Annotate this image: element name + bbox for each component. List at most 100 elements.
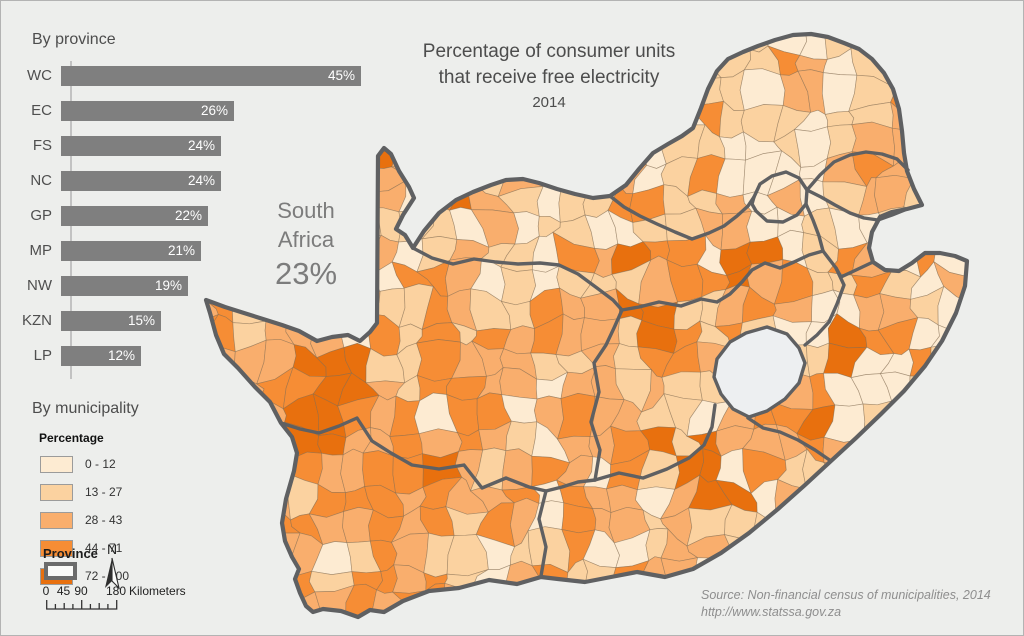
municipality-cell (931, 460, 963, 481)
municipality-cell (259, 557, 286, 599)
municipality-cell (231, 531, 266, 568)
municipality-cell (960, 369, 967, 405)
municipality-cell (1011, 156, 1024, 197)
municipality-cell (962, 297, 967, 331)
municipality-cell (988, 425, 1023, 461)
bar: 22% (61, 205, 208, 226)
province-boundary-swatch (44, 562, 77, 580)
legend-class-label: 72 - 100 (85, 569, 130, 583)
municipality-cell (206, 34, 214, 62)
map-title: Percentage of consumer units that receiv… (409, 39, 689, 111)
bar: 26% (61, 100, 234, 121)
municipality-cell (1016, 275, 1024, 296)
bar: 15% (61, 310, 161, 331)
national-summary-line2: Africa (277, 227, 335, 252)
municipality-cell (903, 206, 944, 242)
municipality-cell (932, 528, 966, 567)
province-border (805, 188, 909, 222)
municipality-cell (241, 619, 267, 636)
legend-class-label: 0 - 12 (85, 457, 116, 471)
bar-category-label: EC (31, 102, 52, 119)
municipality-cell (416, 612, 463, 617)
municipality-cell (990, 259, 1024, 300)
bar-category-label: KZN (22, 312, 52, 329)
province-border (537, 489, 548, 578)
municipality-cell (1012, 613, 1024, 636)
bar-value-label: 12% (107, 348, 135, 363)
municipality-cell (826, 535, 858, 568)
municipality-cell (642, 607, 674, 617)
municipality-cell (991, 44, 1023, 85)
map-title-year: 2014 (532, 94, 566, 111)
municipality-cell (212, 393, 246, 434)
municipality-cell (988, 400, 1024, 440)
province-border (805, 150, 910, 192)
municipality-cell (206, 378, 245, 398)
municipality-cell (998, 211, 1024, 250)
legend-class-swatch (40, 511, 73, 529)
municipality-cell (240, 391, 263, 434)
municipality-cell (824, 488, 859, 511)
municipality-cell (775, 503, 813, 542)
municipality-cell (990, 288, 1024, 328)
national-summary-line1: South (277, 198, 335, 223)
province-legend-label: Province (43, 546, 98, 561)
municipality-cell (206, 452, 220, 485)
municipality-cell (880, 454, 926, 492)
legend-class-row: 13 - 27 (40, 478, 129, 506)
municipality-cell (611, 138, 648, 166)
municipality-cell (988, 484, 1024, 507)
scale-bar: Kilometers 0 45 90 180 (41, 584, 221, 614)
municipality-cell (989, 77, 1024, 105)
bar: 24% (61, 170, 221, 191)
north-arrow-label: N (106, 541, 118, 557)
municipality-cell (317, 433, 347, 456)
legend-class-label: 28 - 43 (85, 513, 123, 527)
municipality-cell (281, 34, 318, 51)
north-arrow: N (97, 541, 127, 591)
province-border (834, 260, 875, 279)
municipality-cell (1011, 25, 1024, 52)
bar: 21% (61, 240, 201, 261)
scale-tick-label: 180 (105, 584, 127, 598)
municipality-cell (939, 177, 967, 219)
municipality-cell (965, 348, 967, 373)
municipality-cell (240, 425, 263, 466)
scale-tick-label: 90 (74, 584, 88, 598)
municipality-cell (580, 582, 614, 617)
municipality-cell (206, 507, 216, 543)
municipality-cell (961, 324, 967, 351)
municipality-cell (1015, 425, 1024, 465)
municipality-cell (641, 584, 679, 612)
municipality-cell (1011, 131, 1024, 161)
province-border (804, 202, 825, 253)
municipality-cell (505, 106, 538, 140)
municipality-cell (959, 501, 967, 541)
municipality-cell (1017, 484, 1024, 518)
municipality-cell (931, 422, 967, 467)
municipality-cell (448, 134, 480, 165)
municipality-cell (993, 613, 1021, 636)
province-border (593, 403, 717, 482)
municipality-cell (908, 529, 941, 571)
municipality-cell (960, 438, 967, 467)
municipality-cell (232, 455, 264, 492)
municipality-cell (995, 588, 1023, 621)
bar-row-gp: GP 22% (19, 198, 419, 233)
municipality-cell (880, 486, 921, 509)
municipality-cell (929, 367, 967, 398)
source-line1: Source: Non-financial census of municipa… (701, 588, 991, 602)
bar-category-label: LP (33, 347, 52, 364)
municipality-cell (742, 532, 777, 569)
municipality-cell (1017, 506, 1024, 534)
municipality-cell (536, 134, 569, 161)
legend-class-swatch (40, 483, 73, 501)
municipality-cell (966, 123, 967, 162)
municipality-cell (527, 609, 557, 617)
municipality-cell (810, 535, 830, 568)
municipality-cell (930, 476, 967, 513)
municipality-cell (933, 260, 967, 304)
municipality-cell (444, 108, 488, 139)
municipality-cell (606, 609, 649, 617)
